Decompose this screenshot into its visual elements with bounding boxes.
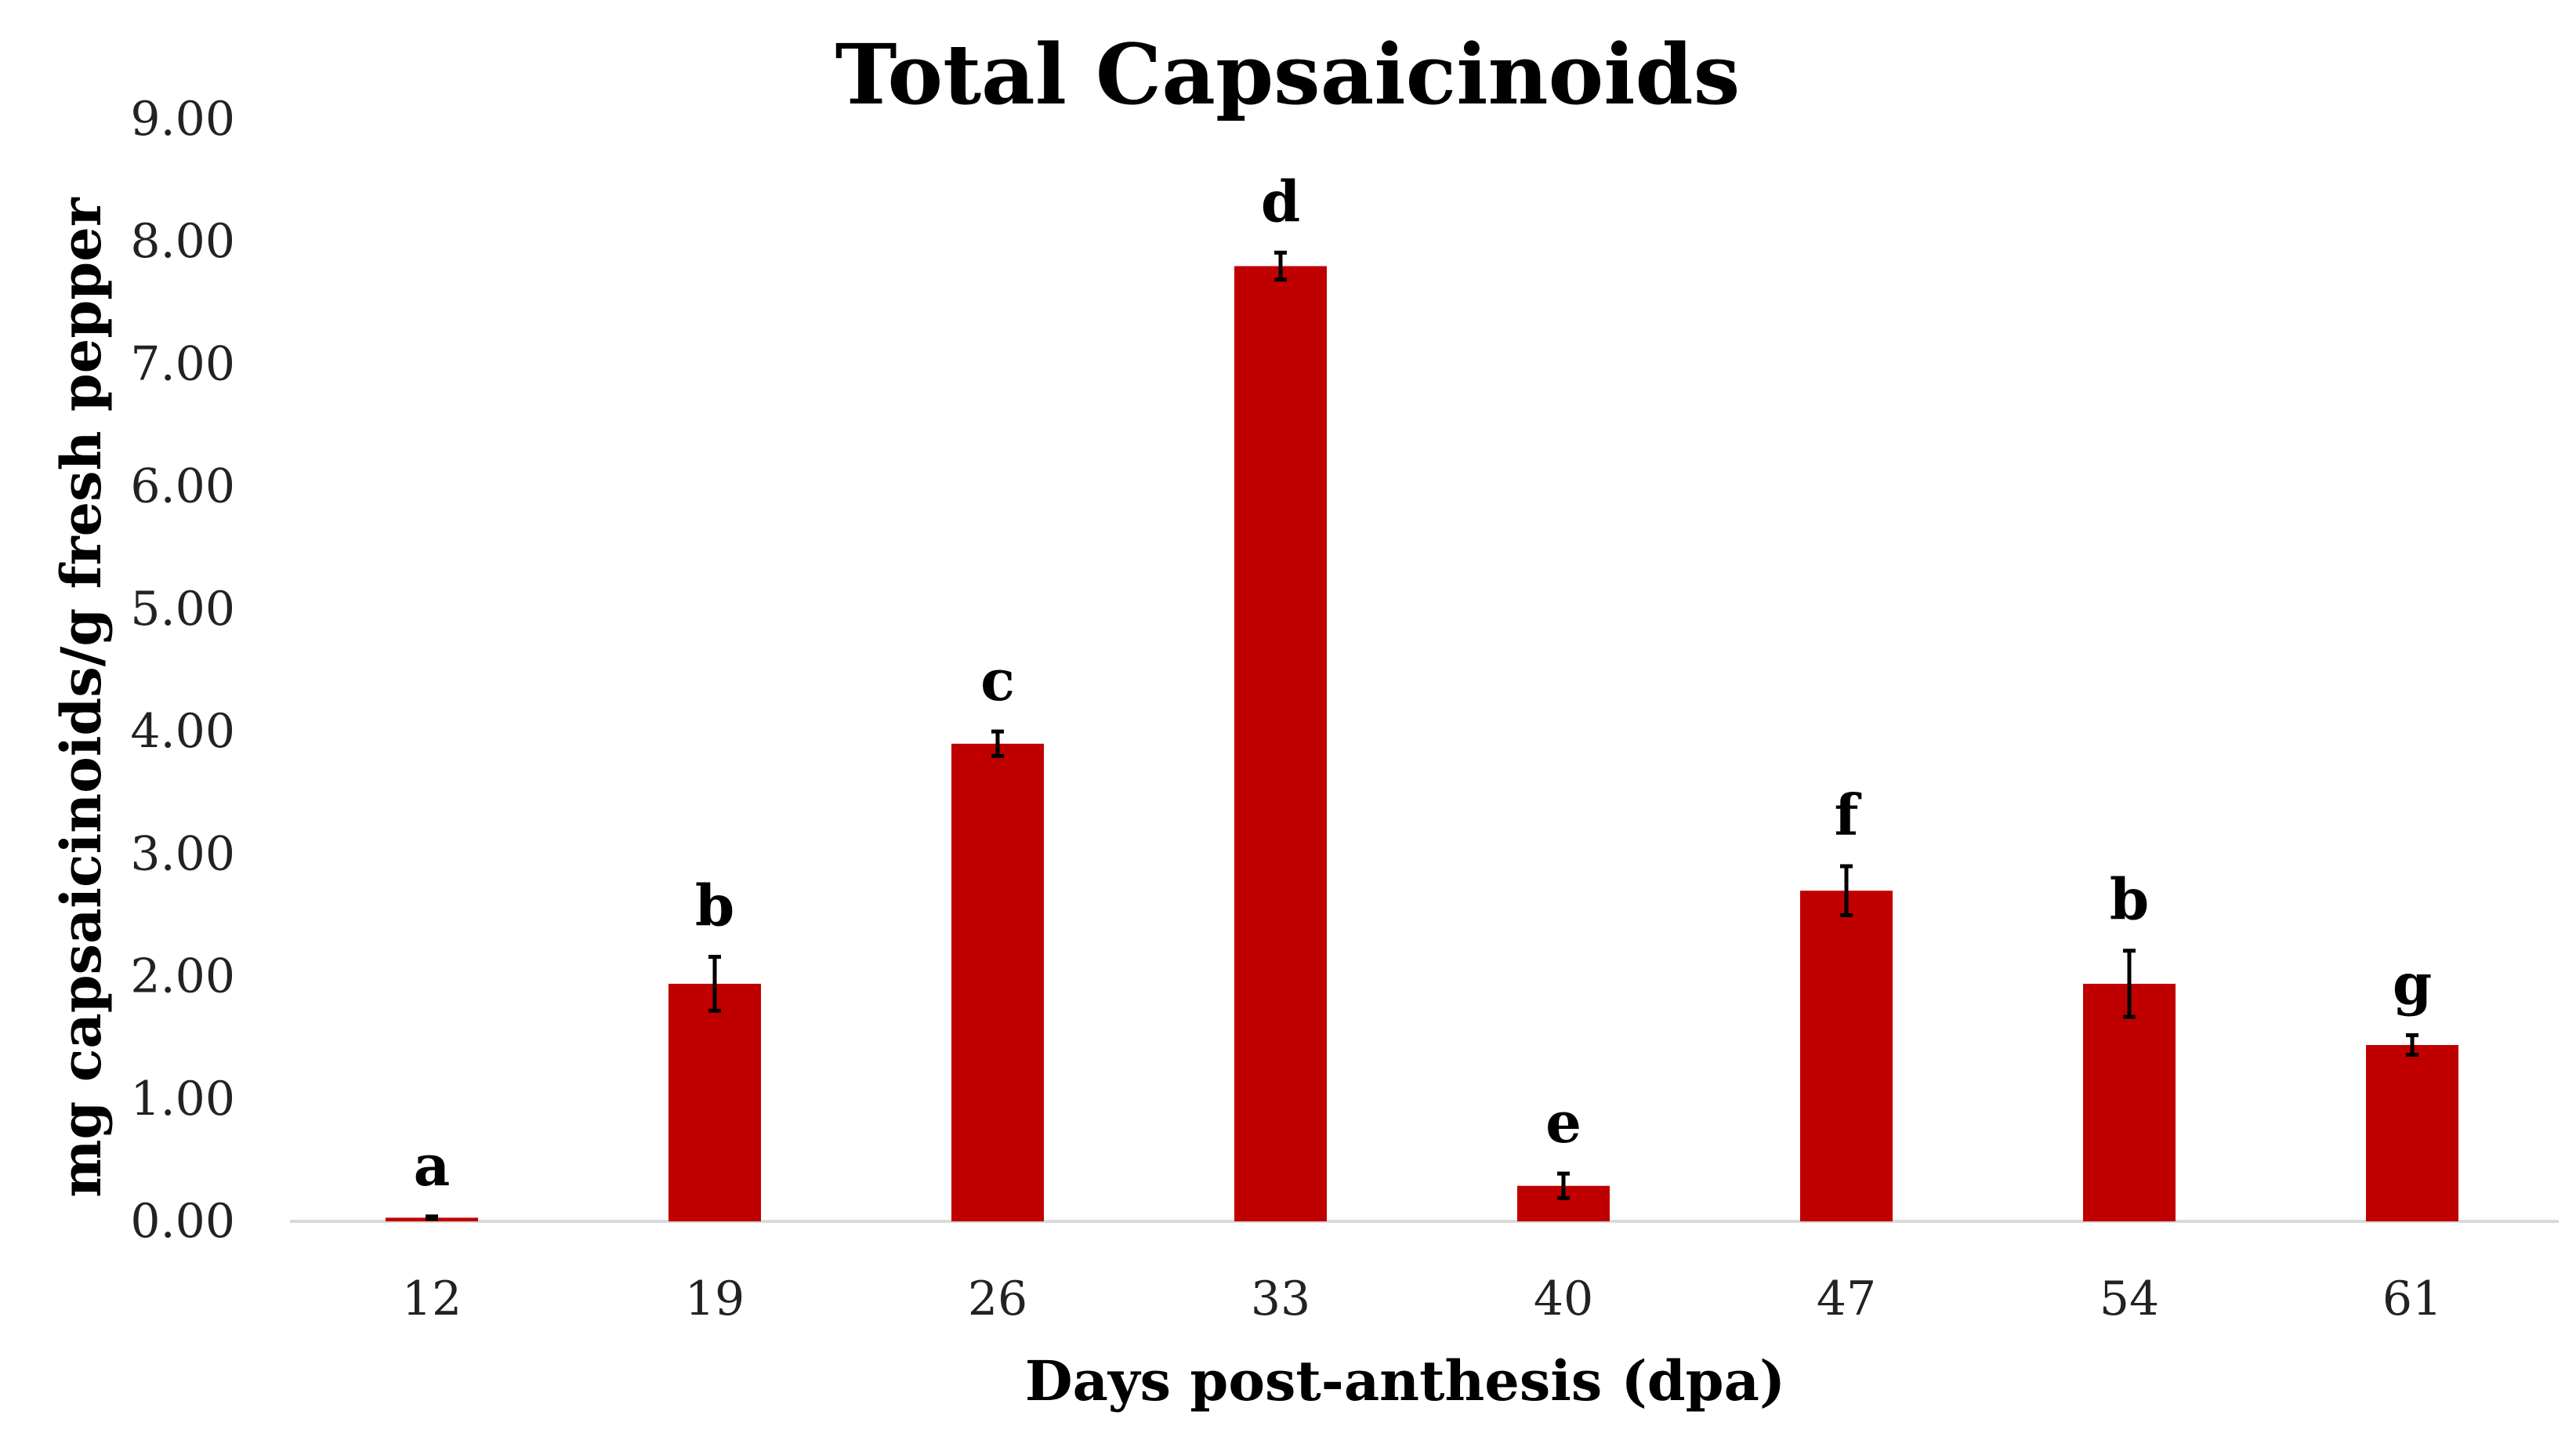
y-tick-label: 0.00: [130, 1194, 235, 1249]
bar-26: [951, 743, 1044, 1221]
y-tick-label: 9.00: [130, 92, 235, 147]
y-tick-labels: 0.00 1.00 2.00 3.00 4.00 5.00 6.00 7.00 8.00 9.00: [130, 92, 235, 1249]
x-tick-label-33: 33: [1251, 1272, 1310, 1326]
x-tick-label-47: 47: [1817, 1272, 1876, 1326]
bar-54: [2083, 983, 2176, 1221]
x-axis-label: Days post-anthesis (dpa): [1025, 1348, 1785, 1413]
x-tick-labels: 12 19 26 33 40 47 54 61: [402, 1272, 2442, 1326]
bars: [386, 266, 2458, 1221]
significance-label-19: b: [695, 873, 734, 939]
error-bar-47: [1840, 864, 1853, 917]
y-tick-label: 1.00: [130, 1072, 235, 1127]
x-tick-label-54: 54: [2100, 1272, 2159, 1326]
significance-label-33: d: [1261, 168, 1300, 234]
y-axis-label: mg capsaicinoids/g fresh pepper: [49, 197, 114, 1197]
significance-label-26: c: [980, 647, 1015, 713]
significance-label-61: g: [2393, 951, 2432, 1018]
y-tick-label: 8.00: [130, 214, 235, 269]
y-tick-label: 3.00: [130, 826, 235, 881]
error-bars: [426, 250, 2418, 1221]
y-tick-label: 2.00: [130, 949, 235, 1004]
bar-47: [1800, 891, 1893, 1221]
y-tick-label: 7.00: [130, 336, 235, 391]
significance-labels: a b c d e f b g: [414, 168, 2433, 1198]
error-bar-61: [2406, 1033, 2418, 1058]
significance-label-40: e: [1545, 1089, 1581, 1156]
y-tick-label: 4.00: [130, 704, 235, 759]
x-tick-label-40: 40: [1534, 1272, 1593, 1326]
significance-label-54: b: [2110, 866, 2149, 933]
x-tick-label-19: 19: [685, 1272, 745, 1326]
x-tick-label-12: 12: [402, 1272, 462, 1326]
chart-title: Total Capsaicinoids: [835, 25, 1741, 123]
x-tick-label-61: 61: [2382, 1272, 2442, 1326]
y-tick-label: 5.00: [130, 582, 235, 637]
significance-label-12: a: [414, 1132, 451, 1199]
bar-33: [1234, 266, 1327, 1221]
significance-label-47: f: [1835, 782, 1862, 848]
bar-19: [668, 983, 761, 1221]
error-bar-40: [1557, 1171, 1570, 1200]
y-tick-label: 6.00: [130, 459, 235, 514]
error-bar-26: [991, 729, 1004, 758]
error-bar-54: [2123, 949, 2136, 1019]
error-bar-12: [426, 1214, 438, 1221]
x-tick-label-26: 26: [968, 1272, 1027, 1326]
error-bar-19: [708, 955, 721, 1013]
bar-61: [2366, 1045, 2458, 1221]
error-bar-33: [1274, 250, 1287, 282]
